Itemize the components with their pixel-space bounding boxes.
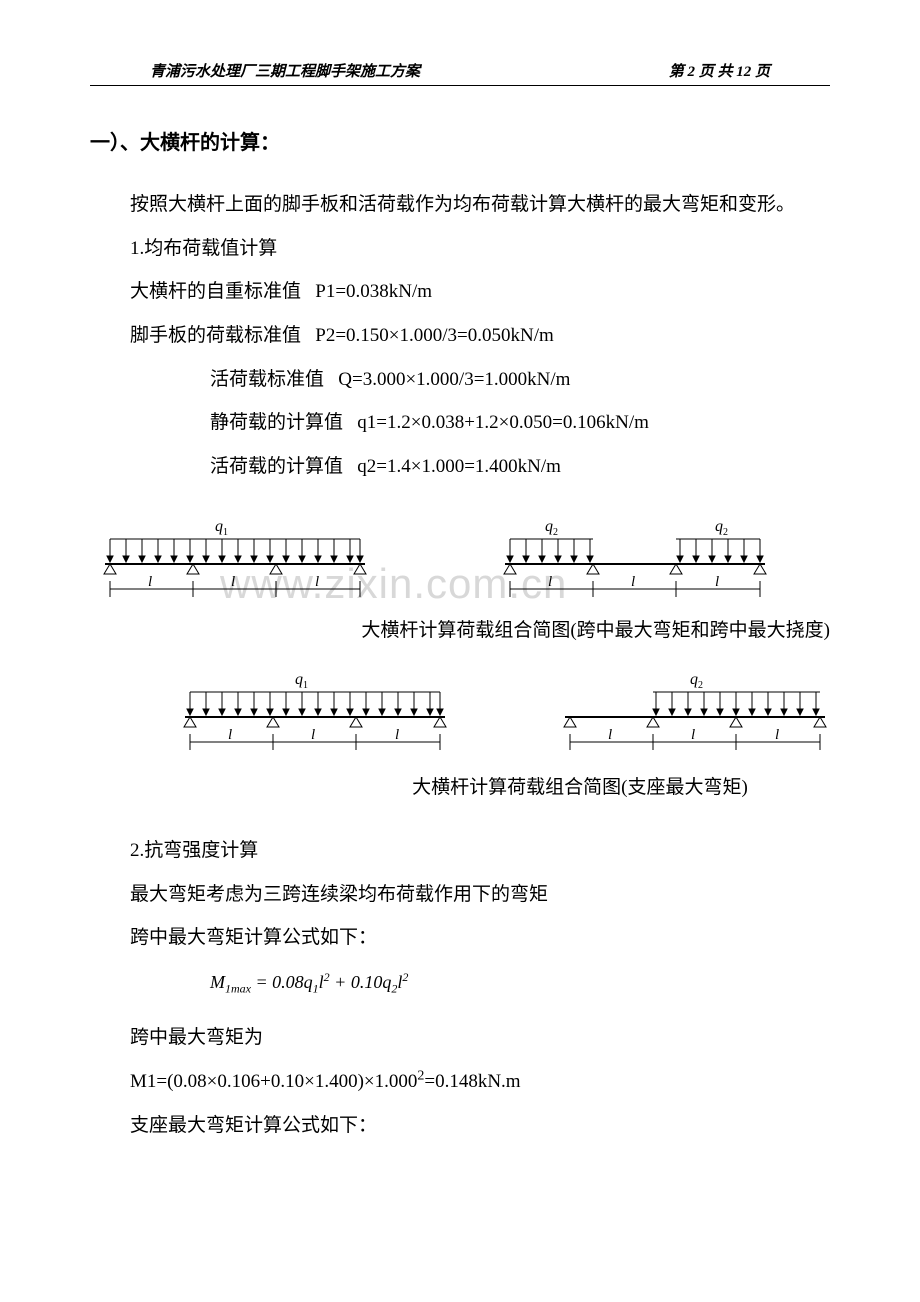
load-diagram-2: q 1 xyxy=(90,672,850,762)
svg-text:l: l xyxy=(148,574,152,590)
svg-text:2: 2 xyxy=(698,680,703,691)
svg-text:l: l xyxy=(775,727,779,743)
formula-1: M1max = 0.08q1l2 + 0.10q2l2 xyxy=(210,970,830,997)
line1: 大横杆的自重标准值 P1=0.038kN/m xyxy=(130,270,830,314)
formula-sub: 1max xyxy=(225,981,251,995)
intro-text: 按照大横杆上面的脚手板和活荷载作为均布荷载计算大横杆的最大弯矩和变形。 xyxy=(130,183,830,227)
diagram-row-1: q 1 xyxy=(90,519,830,609)
svg-text:2: 2 xyxy=(553,527,558,538)
diagram-caption-1: 大横杆计算荷载组合简图(跨中最大弯矩和跨中最大挠度) xyxy=(90,615,830,642)
formula-plus: + 0.10 xyxy=(330,972,383,992)
svg-text:1: 1 xyxy=(223,527,228,538)
header-left: 青浦污水处理厂三期工程脚手架施工方案 xyxy=(150,60,420,81)
header-right: 第 2 页 共 12 页 xyxy=(669,60,770,81)
header-page-suffix: 页 xyxy=(755,64,770,80)
svg-text:q: q xyxy=(295,672,303,688)
svg-text:l: l xyxy=(691,727,695,743)
svg-text:l: l xyxy=(715,574,719,590)
svg-text:l: l xyxy=(315,574,319,590)
svg-text:2: 2 xyxy=(723,527,728,538)
section-title: 一）、大横杆的计算： xyxy=(90,126,830,155)
line1-label: 大横杆的自重标准值 xyxy=(130,281,301,302)
line4-label: 静荷载的计算值 xyxy=(210,412,343,433)
line4-value: q1=1.2×0.038+1.2×0.050=0.106kN/m xyxy=(357,412,649,433)
page-content: 青浦污水处理厂三期工程脚手架施工方案 第 2 页 共 12 页 一）、大横杆的计… xyxy=(0,0,920,1188)
diagram-caption-2: 大横杆计算荷载组合简图(支座最大弯矩) xyxy=(330,772,830,799)
line3-label: 活荷载标准值 xyxy=(210,369,324,390)
line3: 活荷载标准值 Q=3.000×1.000/3=1.000kN/m xyxy=(210,358,830,402)
header-page-mid: 页 共 xyxy=(699,64,733,80)
sub2-title: 2.抗弯强度计算 xyxy=(130,829,830,873)
line9b: =0.148kN.m xyxy=(424,1071,520,1092)
svg-text:q: q xyxy=(690,672,698,688)
svg-text:l: l xyxy=(548,574,552,590)
svg-text:l: l xyxy=(395,727,399,743)
line9: M1=(0.08×0.106+0.10×1.400)×1.0002=0.148k… xyxy=(130,1060,830,1104)
line3-value: Q=3.000×1.000/3=1.000kN/m xyxy=(338,369,570,390)
line9a: M1=(0.08×0.106+0.10×1.400)×1.000 xyxy=(130,1071,417,1092)
line8: 跨中最大弯矩为 xyxy=(130,1016,830,1060)
line2-value: P2=0.150×1.000/3=0.050kN/m xyxy=(315,325,554,346)
formula-M: M xyxy=(210,972,225,992)
line2: 脚手板的荷载标准值 P2=0.150×1.000/3=0.050kN/m xyxy=(130,314,830,358)
header-page-prefix: 第 xyxy=(669,64,684,80)
line4: 静荷载的计算值 q1=1.2×0.038+1.2×0.050=0.106kN/m xyxy=(210,401,830,445)
svg-text:q: q xyxy=(215,519,223,535)
line10: 支座最大弯矩计算公式如下： xyxy=(130,1104,830,1148)
sub1-title: 1.均布荷载值计算 xyxy=(130,227,830,271)
svg-text:q: q xyxy=(715,519,723,535)
header-page-total: 12 xyxy=(736,64,751,80)
formula-sup2: 2 xyxy=(402,970,408,984)
line5-value: q2=1.4×1.000=1.400kN/m xyxy=(357,456,561,477)
line2-label: 脚手板的荷载标准值 xyxy=(130,325,301,346)
formula-eq: = 0.08 xyxy=(251,972,304,992)
line6: 最大弯矩考虑为三跨连续梁均布荷载作用下的弯矩 xyxy=(130,873,830,917)
svg-text:l: l xyxy=(231,574,235,590)
formula-q2: q xyxy=(382,972,391,992)
svg-text:l: l xyxy=(311,727,315,743)
header-page-num: 2 xyxy=(687,64,695,80)
svg-text:l: l xyxy=(608,727,612,743)
line5: 活荷载的计算值 q2=1.4×1.000=1.400kN/m xyxy=(210,445,830,489)
formula-q1: q xyxy=(304,972,313,992)
line5-label: 活荷载的计算值 xyxy=(210,456,343,477)
svg-text:l: l xyxy=(631,574,635,590)
svg-text:q: q xyxy=(545,519,553,535)
svg-text:1: 1 xyxy=(303,680,308,691)
page-header: 青浦污水处理厂三期工程脚手架施工方案 第 2 页 共 12 页 xyxy=(90,60,830,86)
line1-value: P1=0.038kN/m xyxy=(315,281,432,302)
load-diagram-1: q 1 xyxy=(90,519,850,609)
line7: 跨中最大弯矩计算公式如下： xyxy=(130,916,830,960)
svg-text:l: l xyxy=(228,727,232,743)
diagram-row-2: q 1 xyxy=(90,672,830,762)
